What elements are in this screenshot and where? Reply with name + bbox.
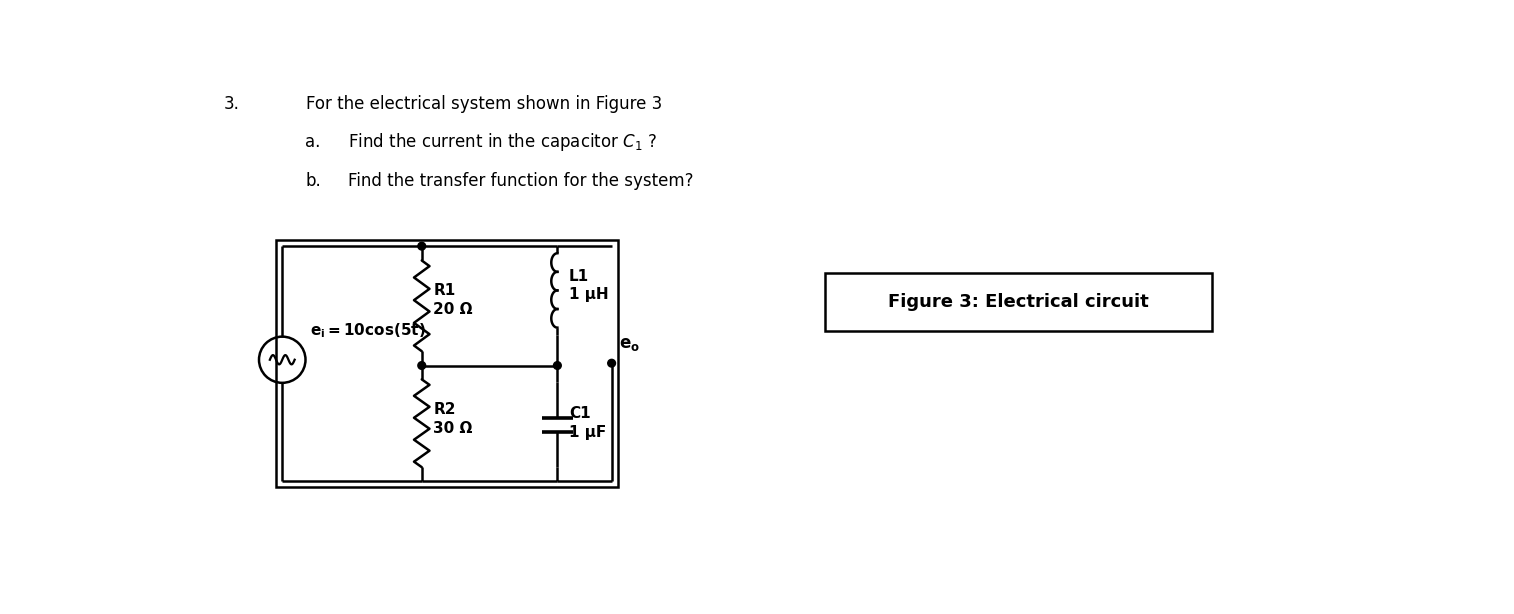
Bar (825, 273, 1213, 331)
Text: $\mathbf{e_i}$$\mathbf{=10cos(5t)}$: $\mathbf{e_i}$$\mathbf{=10cos(5t)}$ (310, 321, 425, 340)
Circle shape (418, 362, 425, 370)
Text: 20 Ω: 20 Ω (433, 302, 472, 317)
Text: R1: R1 (433, 283, 456, 298)
Text: L1: L1 (569, 269, 589, 284)
Text: Figure 3: Electrical circuit: Figure 3: Electrical circuit (889, 293, 1149, 311)
Text: Find the transfer function for the system?: Find the transfer function for the syste… (348, 172, 693, 190)
Text: 1 μF: 1 μF (569, 425, 606, 440)
Text: 1 μH: 1 μH (569, 287, 609, 302)
Text: a.: a. (306, 133, 321, 151)
Circle shape (554, 362, 562, 370)
Text: $\mathbf{e_o}$: $\mathbf{e_o}$ (619, 335, 640, 353)
Text: b.: b. (306, 172, 321, 190)
Text: For the electrical system shown in Figure 3: For the electrical system shown in Figur… (306, 95, 662, 113)
Text: 3.: 3. (224, 95, 241, 113)
Text: Find the current in the capacitor $C_1$ ?: Find the current in the capacitor $C_1$ … (348, 131, 657, 154)
Circle shape (607, 359, 616, 367)
Text: C1: C1 (569, 406, 590, 421)
Circle shape (418, 243, 425, 250)
Text: 30 Ω: 30 Ω (433, 421, 472, 436)
Bar (276, 240, 618, 487)
Text: R2: R2 (433, 402, 456, 417)
